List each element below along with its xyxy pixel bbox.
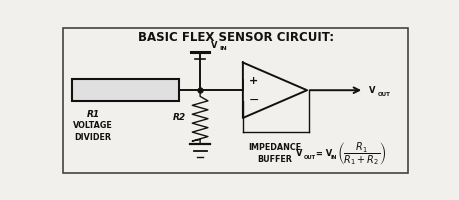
Text: V: V: [296, 149, 302, 158]
Text: V: V: [369, 86, 375, 95]
Bar: [72, 79, 178, 101]
Text: V: V: [210, 41, 217, 50]
Text: $\left(\dfrac{R_1}{R_1+R_2}\right)$: $\left(\dfrac{R_1}{R_1+R_2}\right)$: [336, 140, 386, 167]
Text: R1: R1: [86, 110, 100, 119]
Text: IN: IN: [219, 46, 227, 51]
Text: OUT: OUT: [377, 92, 390, 97]
Text: VOLTAGE
DIVIDER: VOLTAGE DIVIDER: [73, 121, 113, 142]
Text: = V: = V: [313, 149, 332, 158]
Text: +: +: [248, 76, 257, 86]
Text: IMPEDANCE
BUFFER: IMPEDANCE BUFFER: [248, 143, 301, 164]
Text: BASIC FLEX SENSOR CIRCUIT:: BASIC FLEX SENSOR CIRCUIT:: [137, 31, 333, 44]
Text: −: −: [248, 93, 258, 106]
Text: OUT: OUT: [303, 155, 316, 160]
Text: R2: R2: [172, 113, 185, 122]
Text: IN: IN: [330, 155, 336, 160]
